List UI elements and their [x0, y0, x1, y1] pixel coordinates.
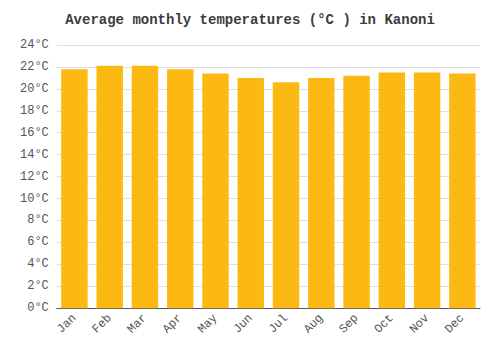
svg-text:Apr: Apr [160, 311, 185, 336]
svg-text:14°C: 14°C [20, 148, 49, 162]
svg-text:Dec: Dec [442, 311, 467, 336]
svg-text:20°C: 20°C [20, 82, 49, 96]
svg-text:Average monthly temperatures (: Average monthly temperatures (°C ) in Ka… [65, 12, 435, 28]
svg-text:24°C: 24°C [20, 38, 49, 52]
svg-text:May: May [195, 311, 220, 336]
svg-text:Aug: Aug [301, 311, 326, 336]
svg-text:10°C: 10°C [20, 192, 49, 206]
svg-text:Nov: Nov [407, 311, 432, 336]
svg-text:12°C: 12°C [20, 170, 49, 184]
svg-text:Jun: Jun [231, 311, 256, 336]
svg-text:8°C: 8°C [27, 213, 49, 227]
svg-text:Oct: Oct [372, 311, 397, 336]
svg-text:Jul: Jul [266, 311, 291, 336]
svg-text:Feb: Feb [89, 311, 114, 336]
svg-text:2°C: 2°C [27, 279, 49, 293]
svg-text:22°C: 22°C [20, 60, 49, 74]
svg-text:Sep: Sep [336, 311, 361, 336]
svg-text:Jan: Jan [54, 311, 79, 336]
svg-text:18°C: 18°C [20, 104, 49, 118]
svg-text:16°C: 16°C [20, 126, 49, 140]
svg-text:0°C: 0°C [27, 301, 49, 315]
svg-text:Mar: Mar [125, 311, 150, 336]
svg-text:6°C: 6°C [27, 235, 49, 249]
svg-text:4°C: 4°C [27, 257, 49, 271]
